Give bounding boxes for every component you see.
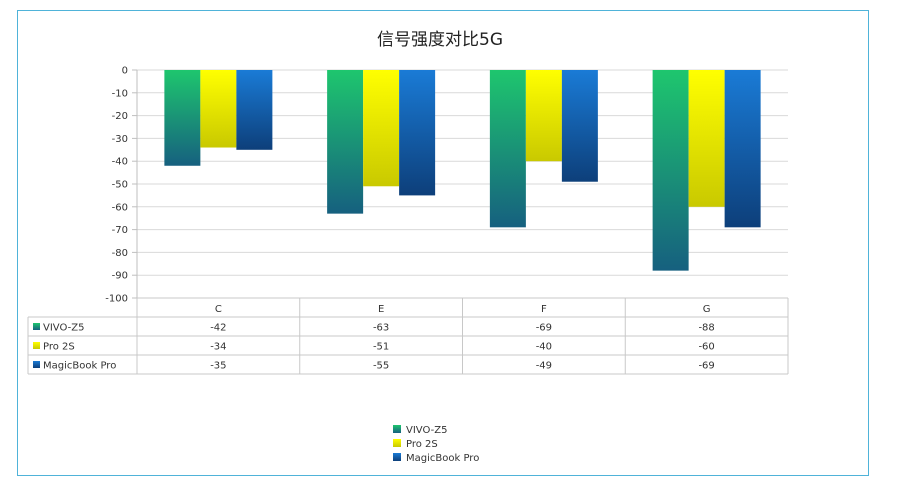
y-tick-label: -80 xyxy=(112,248,128,259)
y-tick-label: -40 xyxy=(112,157,128,168)
table-cell-value: -42 xyxy=(210,323,226,334)
category-label: F xyxy=(541,304,547,315)
table-cell-value: -88 xyxy=(698,323,714,334)
bar xyxy=(525,70,562,162)
category-label: G xyxy=(703,304,711,315)
bar xyxy=(688,70,725,207)
y-tick-label: -10 xyxy=(112,88,128,99)
table-legend-key xyxy=(33,342,40,349)
bar xyxy=(724,70,761,228)
legend-label: VIVO-Z5 xyxy=(406,425,447,436)
bar xyxy=(561,70,598,182)
table-cell-value: -35 xyxy=(210,361,226,372)
bar xyxy=(363,70,400,187)
y-tick-label: -100 xyxy=(105,294,128,305)
y-tick-label: -50 xyxy=(112,180,128,191)
table-cell-value: -51 xyxy=(373,342,389,353)
table-cell-value: -55 xyxy=(373,361,389,372)
bar xyxy=(652,70,689,271)
table-cell-value: -49 xyxy=(536,361,552,372)
table-series-name: Pro 2S xyxy=(43,342,75,353)
legend-label: MagicBook Pro xyxy=(406,453,479,464)
legend-swatch xyxy=(393,453,401,461)
table-cell-value: -63 xyxy=(373,323,389,334)
legend-swatch xyxy=(393,439,401,447)
table-legend-key xyxy=(33,361,40,368)
y-tick-label: -60 xyxy=(112,202,128,213)
chart-title: 信号强度对比5G xyxy=(377,30,503,50)
table-series-name: MagicBook Pro xyxy=(43,361,116,372)
bar xyxy=(489,70,526,228)
table-legend-key xyxy=(33,323,40,330)
bar xyxy=(164,70,201,166)
y-tick-label: 0 xyxy=(122,66,128,77)
bar xyxy=(236,70,273,150)
table-cell-value: -69 xyxy=(536,323,552,334)
y-tick-label: -30 xyxy=(112,134,128,145)
y-tick-label: -20 xyxy=(112,111,128,122)
table-cell-value: -60 xyxy=(698,342,714,353)
bar xyxy=(327,70,364,214)
bar xyxy=(200,70,237,148)
bar xyxy=(399,70,436,196)
legend-label: Pro 2S xyxy=(406,439,438,450)
category-label: C xyxy=(215,304,222,315)
legend-swatch xyxy=(393,425,401,433)
table-series-name: VIVO-Z5 xyxy=(43,323,84,334)
table-cell-value: -40 xyxy=(536,342,552,353)
table-cell-value: -69 xyxy=(698,361,714,372)
category-label: E xyxy=(378,304,384,315)
table-cell-value: -34 xyxy=(210,342,226,353)
y-tick-label: -90 xyxy=(112,271,128,282)
y-tick-label: -70 xyxy=(112,225,128,236)
